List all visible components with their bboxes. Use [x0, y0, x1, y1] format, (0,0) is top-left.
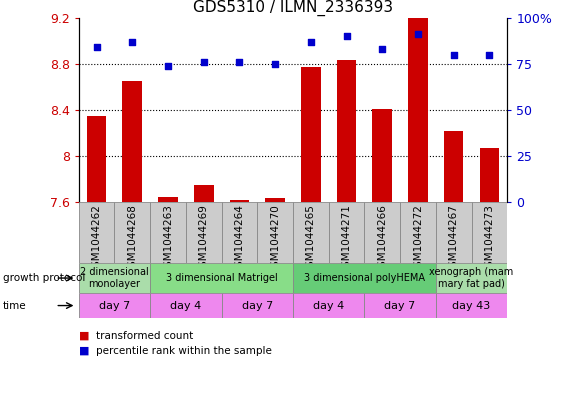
- Bar: [293, 202, 329, 263]
- Bar: [373, 109, 392, 202]
- Text: 3 dimensional polyHEMA: 3 dimensional polyHEMA: [304, 273, 425, 283]
- Bar: [337, 61, 356, 202]
- Bar: [150, 202, 186, 263]
- Text: time: time: [3, 301, 27, 310]
- Bar: [364, 202, 400, 263]
- Point: [128, 39, 137, 45]
- Bar: [87, 116, 106, 202]
- Text: GSM1044266: GSM1044266: [377, 204, 387, 274]
- Text: GSM1044269: GSM1044269: [199, 204, 209, 274]
- Bar: [222, 293, 293, 318]
- Text: GSM1044262: GSM1044262: [92, 204, 101, 274]
- Bar: [150, 293, 222, 318]
- Bar: [186, 202, 222, 263]
- Text: day 4: day 4: [313, 301, 345, 310]
- Text: growth protocol: growth protocol: [3, 273, 85, 283]
- Bar: [122, 81, 142, 202]
- Bar: [436, 202, 472, 263]
- Bar: [114, 202, 150, 263]
- Text: GSM1044265: GSM1044265: [306, 204, 316, 274]
- Title: GDS5310 / ILMN_2336393: GDS5310 / ILMN_2336393: [193, 0, 393, 17]
- Point: [449, 51, 458, 58]
- Bar: [79, 293, 150, 318]
- Point: [413, 31, 423, 37]
- Text: GSM1044264: GSM1044264: [234, 204, 244, 274]
- Bar: [150, 263, 293, 293]
- Text: day 7: day 7: [241, 301, 273, 310]
- Text: 3 dimensional Matrigel: 3 dimensional Matrigel: [166, 273, 278, 283]
- Text: GSM1044270: GSM1044270: [270, 204, 280, 274]
- Text: GSM1044272: GSM1044272: [413, 204, 423, 274]
- Bar: [194, 185, 213, 202]
- Text: day 7: day 7: [384, 301, 416, 310]
- Bar: [444, 131, 463, 202]
- Bar: [400, 202, 436, 263]
- Point: [271, 61, 280, 67]
- Text: percentile rank within the sample: percentile rank within the sample: [96, 345, 272, 356]
- Point: [342, 33, 351, 39]
- Bar: [408, 18, 428, 202]
- Text: GSM1044267: GSM1044267: [449, 204, 459, 274]
- Text: GSM1044273: GSM1044273: [484, 204, 494, 274]
- Point: [199, 59, 208, 65]
- Text: GSM1044263: GSM1044263: [163, 204, 173, 274]
- Bar: [79, 263, 150, 293]
- Text: day 4: day 4: [170, 301, 202, 310]
- Text: ■: ■: [79, 345, 89, 356]
- Point: [484, 51, 494, 58]
- Bar: [301, 67, 321, 202]
- Bar: [79, 202, 114, 263]
- Text: xenograph (mam
mary fat pad): xenograph (mam mary fat pad): [429, 267, 514, 289]
- Point: [163, 62, 173, 69]
- Bar: [265, 198, 285, 202]
- Bar: [222, 202, 257, 263]
- Text: 2 dimensional
monolayer: 2 dimensional monolayer: [80, 267, 149, 289]
- Point: [92, 44, 101, 50]
- Bar: [472, 202, 507, 263]
- Text: ■: ■: [79, 331, 89, 341]
- Bar: [436, 263, 507, 293]
- Text: GSM1044268: GSM1044268: [127, 204, 137, 274]
- Bar: [230, 200, 249, 202]
- Bar: [329, 202, 364, 263]
- Bar: [293, 263, 436, 293]
- Text: GSM1044271: GSM1044271: [342, 204, 352, 274]
- Bar: [436, 293, 507, 318]
- Text: day 7: day 7: [99, 301, 130, 310]
- Bar: [480, 148, 499, 202]
- Point: [235, 59, 244, 65]
- Text: day 43: day 43: [452, 301, 491, 310]
- Point: [378, 46, 387, 52]
- Bar: [158, 196, 178, 202]
- Bar: [293, 293, 364, 318]
- Point: [306, 39, 315, 45]
- Bar: [257, 202, 293, 263]
- Text: transformed count: transformed count: [96, 331, 194, 341]
- Bar: [364, 293, 436, 318]
